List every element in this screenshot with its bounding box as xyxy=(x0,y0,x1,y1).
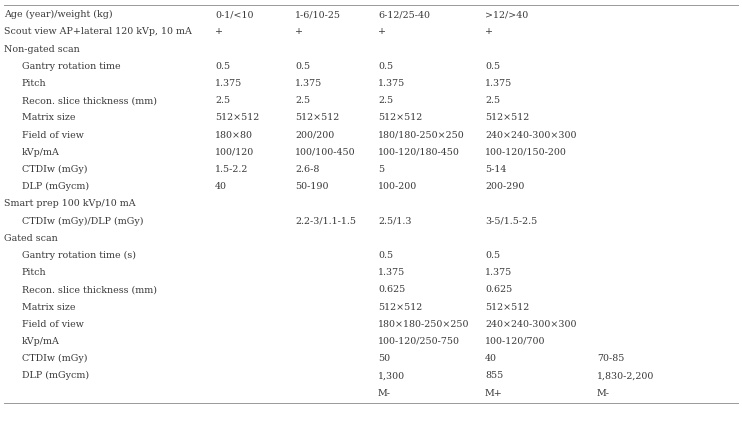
Text: +: + xyxy=(485,27,493,36)
Text: Non-gated scan: Non-gated scan xyxy=(4,44,79,53)
Text: 180×80: 180×80 xyxy=(215,130,253,139)
Text: 512×512: 512×512 xyxy=(485,113,529,122)
Text: Gated scan: Gated scan xyxy=(4,234,58,243)
Text: Matrix size: Matrix size xyxy=(22,113,76,122)
Text: 512×512: 512×512 xyxy=(295,113,339,122)
Text: 100/100-450: 100/100-450 xyxy=(295,148,355,157)
Text: 512×512: 512×512 xyxy=(378,302,422,311)
Text: 1.375: 1.375 xyxy=(485,268,512,277)
Text: Pitch: Pitch xyxy=(22,268,47,277)
Text: 2.5: 2.5 xyxy=(378,96,393,105)
Text: 2.6-8: 2.6-8 xyxy=(295,165,319,174)
Text: 2.2-3/1.1-1.5: 2.2-3/1.1-1.5 xyxy=(295,216,356,225)
Text: Gantry rotation time: Gantry rotation time xyxy=(22,62,121,71)
Text: DLP (mGycm): DLP (mGycm) xyxy=(22,182,89,191)
Text: 1-6/10-25: 1-6/10-25 xyxy=(295,10,341,19)
Text: 70-85: 70-85 xyxy=(597,354,624,363)
Text: 0.5: 0.5 xyxy=(378,251,393,260)
Text: >12/>40: >12/>40 xyxy=(485,10,528,19)
Text: 0.5: 0.5 xyxy=(378,62,393,71)
Text: 2.5: 2.5 xyxy=(215,96,230,105)
Text: 40: 40 xyxy=(215,182,227,191)
Text: Recon. slice thickness (mm): Recon. slice thickness (mm) xyxy=(22,285,157,294)
Text: +: + xyxy=(295,27,303,36)
Text: 1.375: 1.375 xyxy=(485,79,512,88)
Text: 100/120: 100/120 xyxy=(215,148,255,157)
Text: +: + xyxy=(215,27,223,36)
Text: DLP (mGycm): DLP (mGycm) xyxy=(22,371,89,380)
Text: Pitch: Pitch xyxy=(22,79,47,88)
Text: 2.5: 2.5 xyxy=(295,96,310,105)
Text: 2.5/1.3: 2.5/1.3 xyxy=(378,216,412,225)
Text: 855: 855 xyxy=(485,371,503,380)
Text: CTDIw (mGy): CTDIw (mGy) xyxy=(22,354,88,363)
Text: 6-12/25-40: 6-12/25-40 xyxy=(378,10,430,19)
Text: M-: M- xyxy=(597,388,610,397)
Text: 40: 40 xyxy=(485,354,497,363)
Text: +: + xyxy=(378,27,386,36)
Text: 3-5/1.5-2.5: 3-5/1.5-2.5 xyxy=(485,216,537,225)
Text: 512×512: 512×512 xyxy=(215,113,259,122)
Text: 100-200: 100-200 xyxy=(378,182,417,191)
Text: kVp/mA: kVp/mA xyxy=(22,337,60,346)
Text: M-: M- xyxy=(378,388,391,397)
Text: 1,300: 1,300 xyxy=(378,371,405,380)
Text: 1,830-2,200: 1,830-2,200 xyxy=(597,371,654,380)
Text: 100-120/250-750: 100-120/250-750 xyxy=(378,337,460,346)
Text: 512×512: 512×512 xyxy=(378,113,422,122)
Text: 512×512: 512×512 xyxy=(485,302,529,311)
Text: kVp/mA: kVp/mA xyxy=(22,148,60,157)
Text: 200/200: 200/200 xyxy=(295,130,334,139)
Text: 0.625: 0.625 xyxy=(378,285,405,294)
Text: Field of view: Field of view xyxy=(22,320,84,329)
Text: 0.5: 0.5 xyxy=(485,251,500,260)
Text: Recon. slice thickness (mm): Recon. slice thickness (mm) xyxy=(22,96,157,105)
Text: 1.375: 1.375 xyxy=(295,79,322,88)
Text: Smart prep 100 kVp/10 mA: Smart prep 100 kVp/10 mA xyxy=(4,199,136,208)
Text: 200-290: 200-290 xyxy=(485,182,525,191)
Text: 100-120/150-200: 100-120/150-200 xyxy=(485,148,567,157)
Text: Matrix size: Matrix size xyxy=(22,302,76,311)
Text: 5: 5 xyxy=(378,165,384,174)
Text: 0.5: 0.5 xyxy=(215,62,230,71)
Text: 0.625: 0.625 xyxy=(485,285,512,294)
Text: 50-190: 50-190 xyxy=(295,182,329,191)
Text: 100-120/700: 100-120/700 xyxy=(485,337,545,346)
Text: M+: M+ xyxy=(485,388,503,397)
Text: Age (year)/weight (kg): Age (year)/weight (kg) xyxy=(4,10,113,19)
Text: 100-120/180-450: 100-120/180-450 xyxy=(378,148,460,157)
Text: Field of view: Field of view xyxy=(22,130,84,139)
Text: 0-1/<10: 0-1/<10 xyxy=(215,10,254,19)
Text: 1.5-2.2: 1.5-2.2 xyxy=(215,165,249,174)
Text: 240×240-300×300: 240×240-300×300 xyxy=(485,320,577,329)
Text: Gantry rotation time (s): Gantry rotation time (s) xyxy=(22,251,136,260)
Text: 50: 50 xyxy=(378,354,390,363)
Text: 5-14: 5-14 xyxy=(485,165,506,174)
Text: 0.5: 0.5 xyxy=(295,62,310,71)
Text: 1.375: 1.375 xyxy=(378,79,405,88)
Text: 180/180-250×250: 180/180-250×250 xyxy=(378,130,464,139)
Text: 0.5: 0.5 xyxy=(485,62,500,71)
Text: 1.375: 1.375 xyxy=(215,79,242,88)
Text: CTDIw (mGy): CTDIw (mGy) xyxy=(22,165,88,174)
Text: 2.5: 2.5 xyxy=(485,96,500,105)
Text: CTDIw (mGy)/DLP (mGy): CTDIw (mGy)/DLP (mGy) xyxy=(22,216,143,225)
Text: 240×240-300×300: 240×240-300×300 xyxy=(485,130,577,139)
Text: Scout view AP+lateral 120 kVp, 10 mA: Scout view AP+lateral 120 kVp, 10 mA xyxy=(4,27,192,36)
Text: 180×180-250×250: 180×180-250×250 xyxy=(378,320,470,329)
Text: 1.375: 1.375 xyxy=(378,268,405,277)
